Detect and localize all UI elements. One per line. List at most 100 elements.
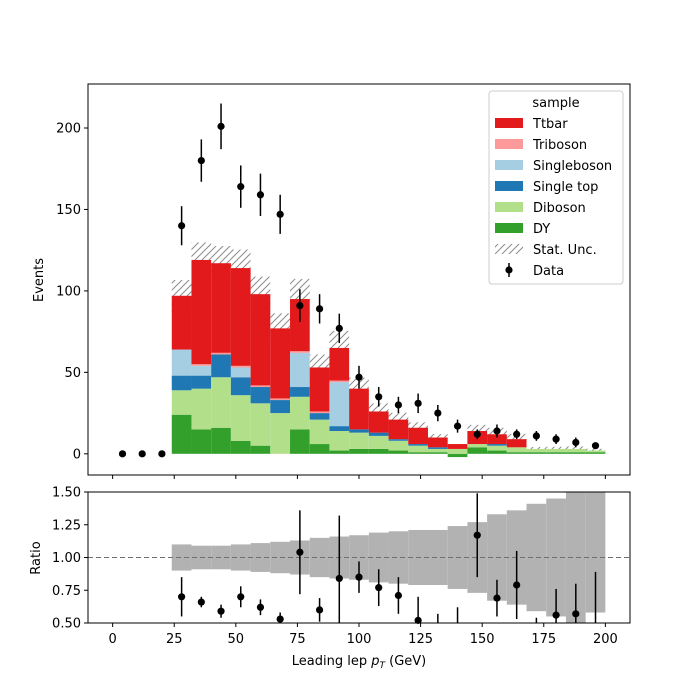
ratio-data-points: [178, 493, 597, 624]
bar-dy-bin-7: [250, 445, 271, 454]
data-point: [591, 442, 600, 450]
ratio-band-bin-24: [585, 492, 606, 613]
data-point: [434, 409, 442, 417]
bar-triboson-bin-5: [211, 352, 231, 355]
bar-ttbar-bin-16: [427, 437, 448, 448]
bar-triboson-bin-8: [270, 398, 291, 401]
legend-swatch-ttbar: [495, 118, 523, 128]
data-point: [118, 450, 127, 458]
bar-dy-bin-22: [546, 452, 566, 454]
legend-label-singleboson: Singleboson: [533, 159, 612, 174]
x-axis-label-text: Leading lep: [292, 654, 367, 669]
data-point: [217, 122, 225, 130]
bar-dy-bin-10: [309, 444, 330, 454]
bar-single-top-bin-4: [191, 375, 212, 389]
main-y-ticks: 0 50 100 150 200: [56, 121, 88, 462]
stat-unc-hatch-bin-24: [585, 448, 606, 452]
bar-diboson-bin-10: [309, 419, 330, 445]
ratio-point: [217, 607, 225, 615]
legend-swatch-stat-unc: [495, 244, 523, 254]
x-tick-label: 150: [470, 632, 495, 647]
ratio-point: [355, 573, 363, 581]
x-tick-label: 125: [408, 632, 433, 647]
main-y-tick-label: 0: [73, 447, 81, 462]
bar-singleboson-bin-4: [191, 365, 212, 376]
ratio-band-bin-14: [388, 531, 409, 584]
bar-single-top-bin-8: [270, 400, 291, 414]
bar-dy-bin-6: [230, 440, 251, 454]
data-point: [158, 450, 166, 458]
bar-triboson-bin-4: [191, 364, 212, 366]
ratio-band-bin-12: [349, 535, 369, 580]
bar-diboson-bin-14: [388, 440, 409, 451]
bar-ttbar-bin-14: [388, 419, 409, 440]
bar-diboson-bin-5: [211, 377, 231, 428]
ratio-stat-uncertainty-band: [171, 492, 606, 623]
bar-diboson-bin-21: [526, 448, 547, 453]
bar-triboson-bin-10: [309, 411, 330, 414]
bar-triboson-bin-7: [250, 385, 271, 388]
bar-single-top-bin-11: [329, 426, 350, 432]
legend-swatch-single-top: [495, 181, 523, 191]
bar-dy-bin-18: [467, 447, 488, 454]
bar-diboson-bin-13: [368, 435, 389, 449]
data-point: [355, 373, 363, 381]
bar-single-top-bin-12: [349, 429, 369, 433]
bar-dy-bin-3: [171, 414, 192, 454]
bar-ttbar-bin-3: [171, 295, 192, 350]
ratio-y-tick-label: 0.50: [52, 617, 81, 632]
ratio-y-tick-label: 1.25: [52, 518, 81, 533]
ratio-y-tick-label: 1.00: [52, 551, 81, 566]
bar-singleboson-bin-6: [230, 367, 251, 378]
x-tick-label: 0: [108, 632, 116, 647]
legend-swatch-triboson: [495, 139, 523, 149]
bar-diboson-bin-12: [349, 432, 369, 449]
bar-triboson-bin-6: [230, 365, 251, 368]
ratio-point: [237, 593, 245, 601]
data-point: [197, 156, 205, 165]
bar-diboson-bin-6: [230, 395, 251, 441]
ratio-y-axis-label: Ratio: [29, 541, 44, 574]
x-tick-label: 50: [228, 632, 245, 647]
data-point: [493, 427, 501, 435]
data-point: [473, 430, 481, 438]
ratio-point: [276, 615, 284, 623]
ratio-band-bin-10: [309, 537, 330, 578]
data-point: [296, 301, 304, 310]
legend: sample Ttbar Triboson Singleboson Single to…: [488, 90, 624, 285]
main-y-tick-label: 100: [56, 284, 81, 299]
bar-ttbar-bin-13: [368, 411, 389, 433]
legend-entries: Ttbar Triboson Singleboson Single top Diboso…: [495, 117, 612, 279]
bar-diboson-bin-11: [329, 431, 350, 451]
legend-title: sample: [532, 96, 579, 111]
x-axis-label: Leading lep pT (GeV): [292, 654, 426, 671]
bar-ttbar-bin-4: [191, 259, 212, 365]
bar-singleboson-bin-11: [329, 382, 350, 427]
legend-label-dy: DY: [533, 222, 550, 237]
bar-ttbar-bin-5: [211, 263, 231, 353]
ratio-point: [493, 594, 501, 602]
bar-dy-bin-12: [349, 448, 369, 454]
data-point: [256, 191, 265, 199]
data-point: [453, 422, 462, 430]
bar-ttbar-bin-9: [290, 299, 310, 352]
main-x-ticks: [112, 475, 606, 479]
bar-diboson-bin-24: [585, 450, 606, 453]
bar-diboson-bin-23: [565, 448, 586, 453]
ratio-band-bin-5: [211, 545, 231, 570]
bar-diboson-bin-20: [506, 447, 527, 453]
x-axis-label-symbol: p: [370, 654, 379, 669]
bar-single-top-bin-6: [230, 377, 251, 396]
ratio-band-bin-3: [171, 544, 192, 571]
ratio-band-bin-23: [565, 492, 586, 623]
ratio-point: [473, 531, 481, 539]
x-tick-label: 200: [593, 632, 618, 647]
data-point: [532, 432, 540, 440]
data-point: [178, 222, 186, 230]
bar-dy-bin-4: [191, 429, 212, 454]
ratio-point: [513, 581, 521, 589]
main-y-tick-label: 150: [56, 203, 81, 218]
bar-single-top-bin-16: [427, 447, 448, 449]
bar-singleboson-bin-3: [171, 349, 192, 376]
bar-triboson-bin-11: [329, 380, 350, 383]
